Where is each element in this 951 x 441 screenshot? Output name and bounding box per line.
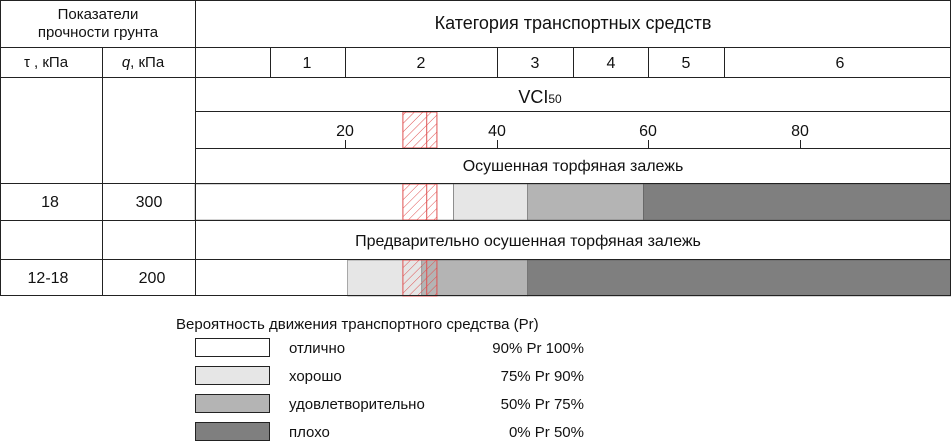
q-unit: , кПа — [130, 54, 165, 71]
category-5: 5 — [682, 55, 691, 72]
q-column-header: q, кПа — [122, 54, 165, 71]
hatched-range — [402, 111, 438, 297]
section2-band-poor — [527, 259, 951, 297]
indicators-label-line2: прочности грунта — [38, 24, 159, 41]
section2-tau: 12-18 — [28, 270, 69, 287]
legend-range-satisfactory: 50% Pr 75% — [501, 396, 584, 413]
q-variable: q — [122, 54, 131, 71]
legend-label-poor: плохо — [289, 424, 330, 441]
legend-label-excellent: отлично — [289, 340, 345, 357]
legend-label-satisfactory: удовлетворительно — [289, 396, 425, 413]
category-2: 2 — [417, 55, 426, 72]
hatched-range-segment — [402, 183, 438, 221]
indicators-label-line1: Показатели — [58, 6, 139, 23]
category-4: 4 — [607, 55, 616, 72]
vci-tick-80: 80 — [791, 123, 809, 140]
probability-bands — [194, 183, 951, 297]
vci-subscript: 50 — [548, 92, 562, 106]
vehicle-category-title: Категория транспортных средств — [435, 13, 712, 33]
section1-band-satisfactory — [527, 183, 644, 221]
section1-q: 300 — [136, 194, 163, 211]
legend-title: Вероятность движения транспортного средс… — [176, 316, 539, 333]
section1-band-good — [453, 183, 528, 221]
category-1: 1 — [303, 55, 312, 72]
vci-tick-20: 20 — [336, 123, 354, 140]
legend-swatch-satisfactory — [195, 394, 270, 413]
legend-swatch-poor — [195, 422, 270, 441]
legend-range-good: 75% Pr 90% — [501, 368, 584, 385]
hatched-range-segment — [402, 259, 438, 297]
category-3: 3 — [531, 55, 540, 72]
vci-main: VCI — [518, 87, 548, 107]
legend-swatch-good — [195, 366, 270, 385]
legend-range-poor: 0% Pr 50% — [509, 424, 584, 441]
legend-swatch-excellent — [195, 338, 270, 357]
hatched-range-segment — [402, 111, 438, 149]
section-title-predrained-peat: Предварительно осушенная торфяная залежь — [355, 233, 701, 250]
vci-axis-label: VCI50 — [518, 87, 562, 107]
section1-tau: 18 — [41, 194, 59, 211]
tau-column-header: τ , кПа — [24, 54, 69, 71]
vci-tick-60: 60 — [639, 123, 657, 140]
legend: отлично 90% Pr 100% хорошо 75% Pr 90% удовле… — [195, 338, 584, 441]
category-6: 6 — [836, 55, 845, 72]
section2-q: 200 — [139, 270, 166, 287]
vci-tick-40: 40 — [488, 123, 506, 140]
section-title-drained-peat: Осушенная торфяная залежь — [463, 158, 684, 175]
legend-range-excellent: 90% Pr 100% — [492, 340, 584, 357]
legend-label-good: хорошо — [289, 368, 342, 385]
section2-band-satisfactory — [421, 259, 528, 297]
table-grid — [0, 0, 951, 296]
section1-band-poor — [643, 183, 951, 221]
